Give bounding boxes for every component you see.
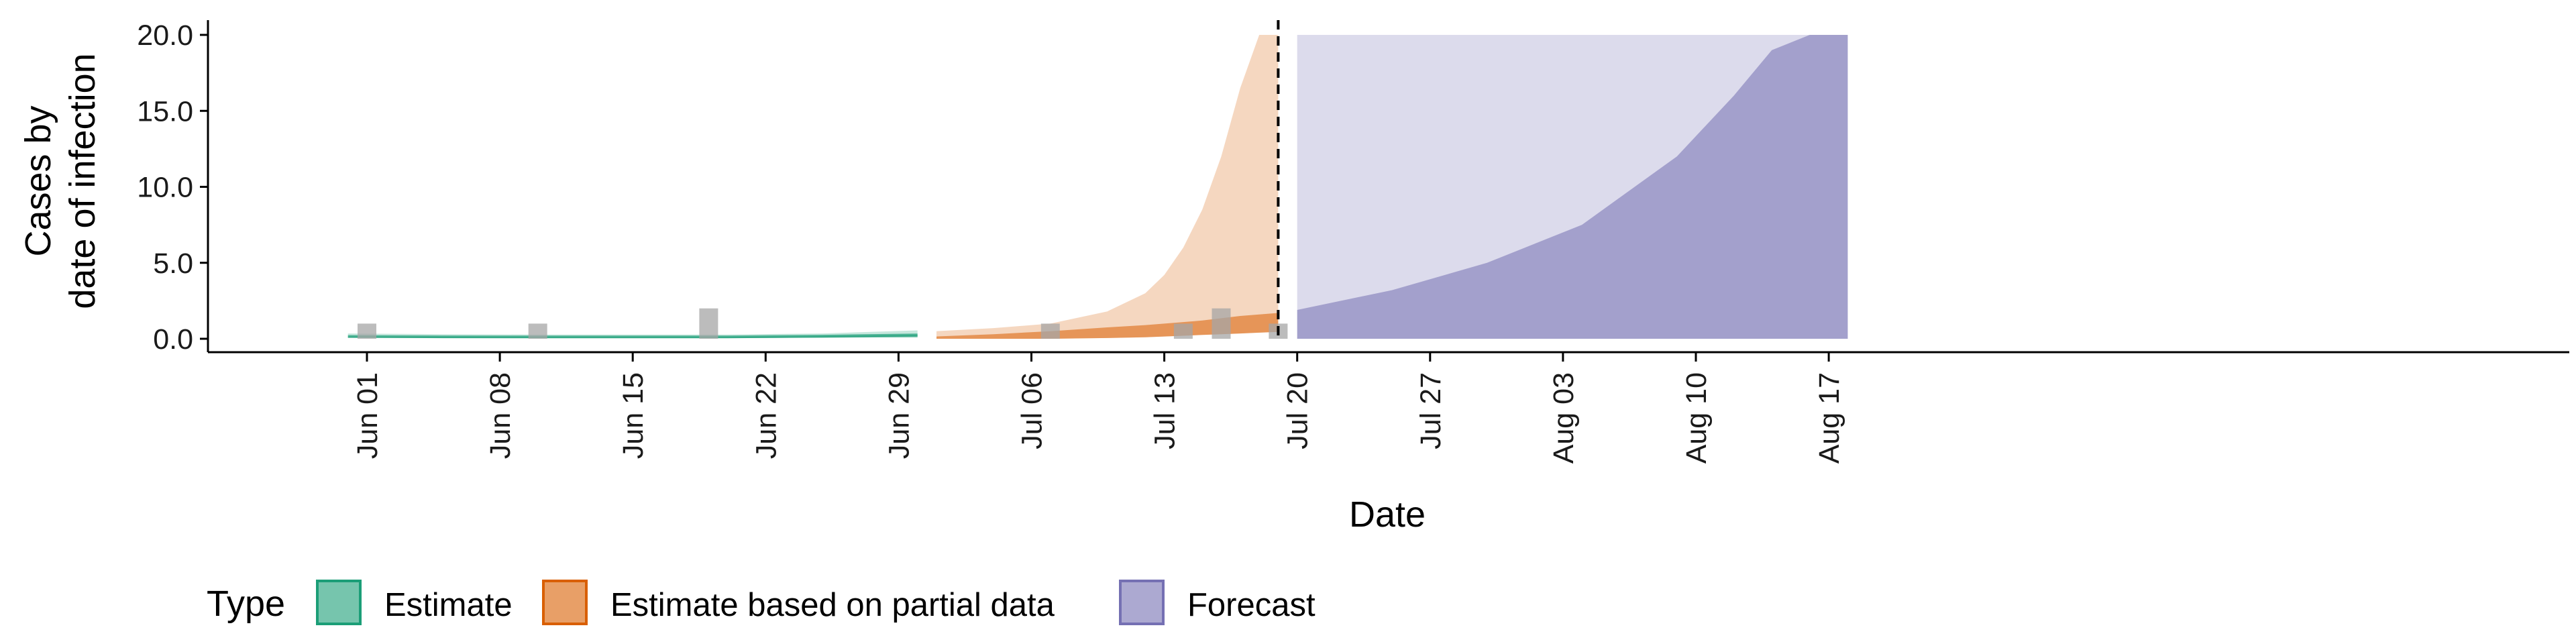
- y-axis-title-line: Cases by: [18, 105, 58, 256]
- y-axis-title-line: date of infection: [62, 53, 103, 309]
- legend-label: Estimate based on partial data: [610, 587, 1055, 623]
- y-tick-label: 15.0: [137, 95, 193, 127]
- observed-case-bar: [699, 308, 718, 339]
- y-axis-title: Cases by date of infection: [18, 53, 103, 309]
- x-tick-label: Jun 08: [484, 372, 517, 459]
- legend-label: Estimate: [384, 587, 513, 623]
- x-tick-label: Jul 27: [1415, 372, 1447, 449]
- y-tick-label: 5.0: [153, 248, 193, 280]
- observed-case-bar: [528, 323, 547, 339]
- axes: 0.0 5.0 10.0 15.0 20.0 Jun 01 Jun 08 Jun 15 Jun …: [18, 19, 2569, 535]
- legend-title: Type: [207, 584, 285, 624]
- observed-case-bar: [1040, 323, 1060, 339]
- x-tick-label: Jun 29: [883, 372, 915, 459]
- partial-outer-band: [936, 35, 1279, 339]
- x-tick-label: Jul 06: [1016, 372, 1049, 449]
- y-tick-label: 10.0: [137, 172, 193, 204]
- estimate-median-line: [347, 333, 918, 339]
- legend-key: [542, 580, 588, 625]
- observed-case-bar: [1212, 308, 1231, 339]
- y-tick-label: 0.0: [153, 323, 193, 356]
- observed-case-bar: [1173, 323, 1193, 339]
- y-tick-label: 20.0: [137, 19, 193, 52]
- legend-label: Forecast: [1187, 587, 1316, 623]
- legend-key: [316, 580, 362, 625]
- forecast-inner-band: [1297, 35, 1848, 339]
- x-axis-title: Date: [1349, 494, 1426, 535]
- observed-case-bar: [358, 323, 376, 339]
- x-tick-label: Jun 22: [750, 372, 782, 459]
- x-tick-label: Aug 10: [1680, 372, 1713, 464]
- x-tick-label: Jun 15: [617, 372, 649, 459]
- x-tick-label: Aug 03: [1548, 372, 1580, 464]
- plot-marks: [347, 20, 1848, 339]
- x-tick-label: Jul 13: [1149, 372, 1181, 449]
- x-tick-label: Aug 17: [1813, 372, 1845, 464]
- partial-inner-band: [936, 313, 1279, 339]
- x-tick-label: Jul 20: [1282, 372, 1314, 449]
- legend-key: [1119, 580, 1165, 625]
- x-tick-label: Jun 01: [352, 372, 384, 459]
- legend: Type Estimate Estimate based on partial da…: [207, 580, 1316, 625]
